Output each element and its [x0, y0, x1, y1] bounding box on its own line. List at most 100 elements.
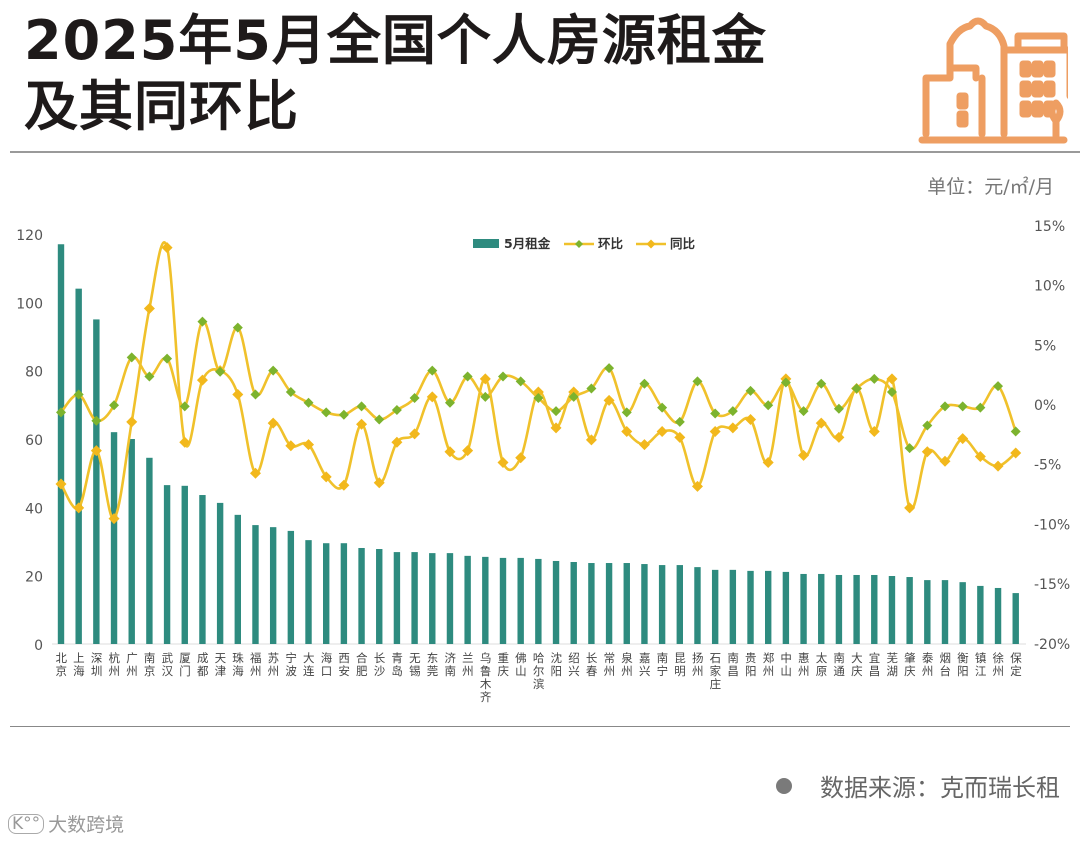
title-line-1: 2025年5月全国个人房源租金 [24, 9, 767, 72]
mom-marker [621, 407, 632, 418]
rent-bar [499, 557, 507, 644]
rent-bar [570, 562, 577, 644]
mom-marker [144, 371, 155, 382]
city-label: 沈阳 [551, 651, 563, 678]
legend-yoy-marker [646, 239, 656, 249]
rent-bar [252, 525, 259, 644]
city-label: 苏州 [268, 651, 280, 678]
city-label: 合肥 [356, 651, 368, 678]
rent-bar [110, 432, 118, 644]
yoy-marker [904, 502, 916, 514]
rent-bar [535, 558, 542, 644]
bottom-divider [10, 726, 1070, 727]
mom-marker [444, 397, 455, 408]
legend-mom-label: 环比 [598, 236, 624, 251]
yoy-marker [603, 394, 615, 406]
mom-marker [285, 387, 296, 398]
mom-marker [851, 383, 862, 394]
yoy-marker [196, 374, 208, 386]
city-label: 贵阳 [745, 651, 757, 678]
yoy-marker [479, 373, 491, 385]
left-axis-tick: 120 [16, 228, 43, 244]
rent-bar [464, 555, 471, 644]
rent-bar [729, 569, 737, 644]
rent-bar [93, 319, 100, 644]
yoy-marker [957, 433, 969, 445]
mom-marker [886, 387, 897, 398]
rent-bar [853, 574, 860, 644]
city-label: 芜湖 [886, 651, 898, 678]
left-axis-tick: 0 [34, 638, 43, 654]
mom-marker [816, 378, 827, 389]
mom-marker [215, 366, 226, 377]
city-label: 杭州 [109, 651, 121, 678]
rent-bar [287, 530, 295, 644]
yoy-marker [179, 436, 191, 448]
mom-marker [727, 406, 738, 417]
yoy-marker [55, 478, 67, 490]
city-label: 乌鲁木齐 [480, 651, 492, 704]
yoy-marker [621, 425, 633, 437]
right-axis-tick: -5% [1034, 458, 1061, 474]
yoy-marker [550, 422, 562, 434]
mom-marker [338, 409, 349, 420]
yoy-marker [992, 460, 1004, 472]
yoy-marker [656, 425, 668, 437]
rent-bar [588, 563, 595, 644]
legend-yoy-label: 同比 [670, 236, 696, 251]
mom-marker [568, 391, 579, 402]
mom-marker [604, 363, 615, 374]
right-axis-tick: -10% [1034, 517, 1070, 533]
mom-marker [462, 371, 473, 382]
city-label: 武汉 [162, 651, 174, 678]
rent-bar [482, 556, 489, 644]
mom-marker [498, 371, 508, 382]
mom-marker [409, 393, 420, 404]
yoy-marker [745, 414, 757, 426]
yoy-marker [249, 467, 261, 479]
rent-bar [146, 457, 153, 644]
city-label: 宁波 [285, 651, 297, 678]
mom-marker [745, 385, 756, 396]
yoy-marker [886, 373, 898, 385]
yoy-marker [285, 440, 297, 452]
yoy-marker [815, 417, 827, 429]
yoy-marker [585, 434, 597, 446]
mom-marker [391, 404, 402, 415]
left-axis-tick: 100 [16, 296, 43, 312]
rent-bar [941, 580, 949, 644]
city-label: 济南 [444, 651, 456, 678]
mom-marker [197, 316, 208, 327]
legend-bar-swatch [473, 239, 499, 248]
city-label: 惠州 [798, 651, 810, 678]
rent-bar [605, 563, 613, 644]
city-label: 长春 [586, 651, 598, 678]
rent-bar [393, 552, 401, 644]
mom-marker [674, 416, 685, 427]
mom-marker [427, 365, 438, 376]
city-label: 海口 [321, 651, 333, 678]
mom-marker [109, 400, 120, 411]
left-axis-tick: 80 [25, 365, 43, 381]
unit-label: 单位：元/㎡/月 [927, 176, 1054, 198]
city-label: 郑州 [763, 651, 775, 678]
rent-bar [782, 571, 790, 644]
city-label: 扬州 [692, 651, 704, 678]
mom-marker [533, 393, 544, 404]
left-axis-tick: 60 [25, 433, 43, 449]
city-label: 成都 [197, 651, 209, 678]
city-label: 广州 [126, 651, 138, 678]
yoy-marker [303, 439, 315, 451]
yoy-marker [161, 242, 173, 254]
mom-marker [268, 365, 279, 376]
rent-bar [641, 564, 648, 644]
city-label: 长沙 [374, 651, 386, 678]
rent-bar [57, 244, 65, 644]
rent-bar [906, 577, 913, 644]
city-label: 宜昌 [869, 651, 881, 678]
yoy-marker [762, 457, 774, 469]
yoy-marker [338, 479, 350, 491]
brand-logo-icon: K°° [8, 813, 45, 834]
city-label: 保定 [1010, 651, 1022, 678]
mom-marker [91, 415, 102, 426]
